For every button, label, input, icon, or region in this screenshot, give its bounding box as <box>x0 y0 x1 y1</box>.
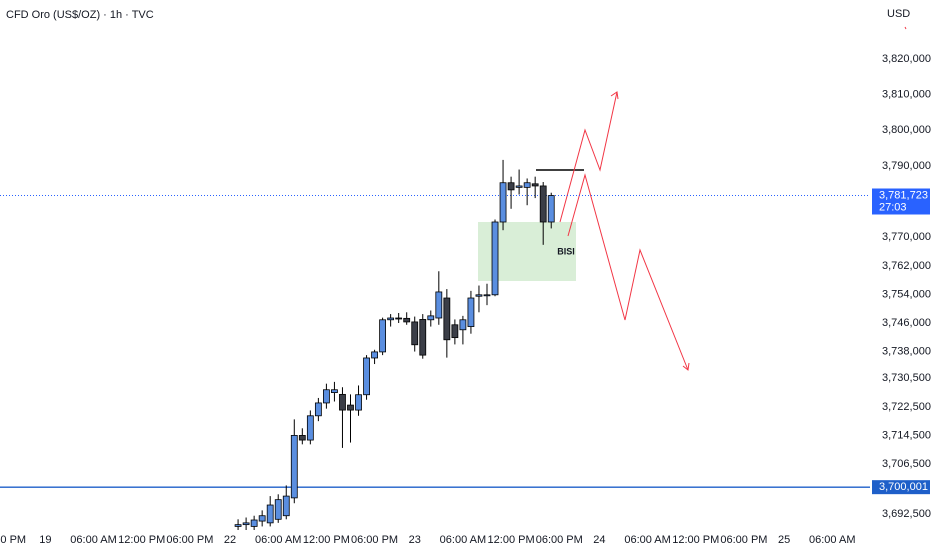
candle-body <box>507 182 515 191</box>
y-tick-label: 3,738,000 <box>882 345 931 357</box>
x-tick-label: 06:00 AM <box>440 534 486 546</box>
candle-body <box>515 185 523 188</box>
y-tick-label: 3,754,000 <box>882 288 931 300</box>
y-tick-label: 3,746,000 <box>882 317 931 329</box>
candle-body <box>323 389 330 404</box>
x-tick-label: 06:00 PM <box>536 534 583 546</box>
candle-body <box>290 435 298 499</box>
x-tick-label: 12:00 PM <box>118 534 165 546</box>
y-tick-label: 3,706,500 <box>882 458 931 470</box>
y-tick-label: 3,770,000 <box>882 231 931 243</box>
zone-label: BISI <box>557 246 575 256</box>
candle-body <box>523 182 531 188</box>
currency: USD <box>887 8 910 20</box>
candle-body <box>306 415 314 441</box>
candle-body <box>483 294 491 297</box>
x-tick-label: 06:00 PM <box>720 534 767 546</box>
candle-body <box>539 185 547 223</box>
x-tick-label: 12:00 PM <box>303 534 350 546</box>
candle-body <box>371 351 378 359</box>
candle-body <box>242 522 250 526</box>
candle-body <box>435 291 443 319</box>
arrow-head <box>682 362 690 371</box>
candle-body <box>491 221 499 296</box>
candle-body <box>403 317 411 323</box>
candle-body <box>234 524 242 527</box>
chart-title: CFD Oro (US$/OZ) · 1h · TVC <box>6 9 154 21</box>
candle-body <box>266 504 274 524</box>
candle-body <box>531 183 539 187</box>
projection-down <box>567 173 689 371</box>
price-label: 3,700,001 <box>879 481 928 493</box>
x-tick-label: 19 <box>39 534 51 546</box>
x-tick-label: 24 <box>593 534 605 546</box>
candle-body <box>379 319 387 353</box>
y-tick-label: 3,730,500 <box>882 372 931 384</box>
candle-body <box>363 357 370 396</box>
candle-body <box>314 402 322 417</box>
y-tick-label: 3,714,500 <box>882 429 931 441</box>
candle-body <box>499 182 507 223</box>
y-tick-label: 3,790,000 <box>882 160 931 172</box>
candle-body <box>298 435 306 441</box>
y-tick-label: 3,800,000 <box>882 124 931 136</box>
x-tick-label: 06:00 PM <box>351 534 398 546</box>
candle-body <box>411 321 419 346</box>
price-label: 3,781,723 <box>879 189 928 201</box>
arrow-head <box>610 91 619 100</box>
candle-body <box>339 393 346 411</box>
x-tick-label: 22 <box>224 534 236 546</box>
price-badge <box>872 188 930 215</box>
projection-up <box>559 91 618 223</box>
candle-body <box>459 319 467 331</box>
candle-body <box>387 317 395 321</box>
candle-body <box>475 294 483 297</box>
x-tick-label: 06:00 AM <box>255 534 301 546</box>
x-tick-label: 25 <box>778 534 790 546</box>
x-tick-label: 06:00 AM <box>70 534 116 546</box>
candle-body <box>427 315 435 321</box>
x-tick-label: 23 <box>409 534 421 546</box>
candle-body <box>274 499 282 520</box>
candle-body <box>282 495 290 517</box>
y-tick-label: 3,762,000 <box>882 260 931 272</box>
marker <box>904 26 907 30</box>
x-tick-label: 06:00 PM <box>166 534 213 546</box>
candle-body <box>547 195 555 223</box>
y-tick-label: 3,820,000 <box>882 53 931 65</box>
x-tick-label: 12:00 PM <box>672 534 719 546</box>
candle-body <box>355 394 362 411</box>
candle-body <box>467 297 475 327</box>
y-tick-label: 3,692,500 <box>882 508 931 520</box>
x-tick-label: 0 PM <box>0 534 26 546</box>
price-badge <box>872 480 930 495</box>
candle-body <box>331 389 338 393</box>
candle-body <box>347 404 354 411</box>
candle-body <box>443 297 451 341</box>
countdown: 27:03 <box>879 201 907 213</box>
candle-body <box>419 319 427 356</box>
x-tick-label: 12:00 PM <box>488 534 535 546</box>
candle-body <box>250 519 258 527</box>
candle-body <box>258 515 266 522</box>
candle-body <box>451 324 459 339</box>
x-tick-label: 06:00 AM <box>624 534 670 546</box>
candle-body <box>395 317 403 320</box>
x-tick-label: 06:00 AM <box>809 534 855 546</box>
y-tick-label: 3,722,500 <box>882 401 931 413</box>
y-tick-label: 3,810,000 <box>882 88 931 100</box>
